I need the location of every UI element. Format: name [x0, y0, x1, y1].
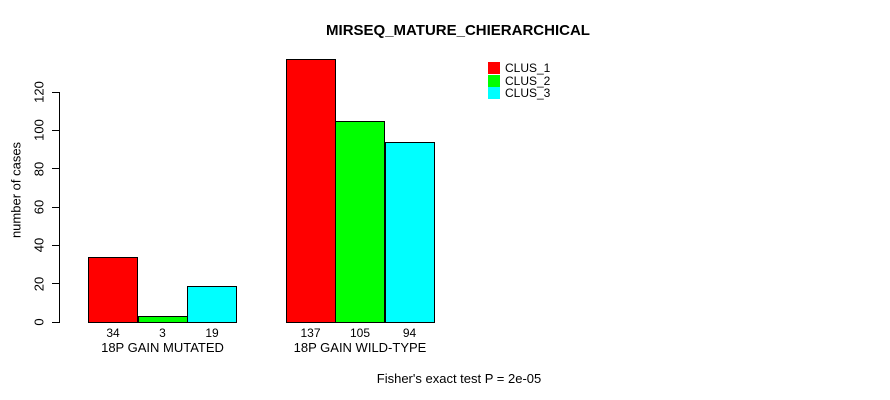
y-tick-mark [52, 283, 59, 285]
bar-value-label: 3 [159, 326, 166, 340]
legend-item-clus_1: CLUS_1 [488, 62, 550, 75]
y-tick-label: 20 [31, 276, 47, 291]
legend-swatch-clus_2 [488, 74, 500, 87]
legend-item-clus_3: CLUS_3 [488, 87, 550, 100]
y-tick-mark [52, 168, 59, 170]
y-tick-label: 0 [31, 318, 47, 326]
y-tick-label: 120 [31, 81, 47, 103]
bar-clus_1-2 [285, 59, 336, 323]
chart-title: MIRSEQ_MATURE_CHIERARCHICAL [326, 22, 590, 39]
legend-label: CLUS_1 [505, 61, 551, 76]
group-label: 18P GAIN WILD-TYPE [293, 340, 427, 355]
bar-value-label: 34 [106, 326, 120, 340]
legend-swatch-clus_1 [488, 62, 500, 75]
bar-clus_1-1 [88, 257, 138, 323]
y-tick-mark [52, 321, 59, 323]
bar-value-label: 137 [300, 326, 321, 340]
bar-value-label: 94 [402, 326, 417, 340]
y-tick-mark [52, 206, 59, 208]
y-tick-label: 40 [31, 238, 47, 253]
bar-clus_3-1 [187, 286, 237, 323]
y-tick-mark [52, 129, 59, 131]
legend: CLUS_1 CLUS_2 CLUS_3 [488, 62, 550, 100]
y-tick-label: 80 [31, 161, 47, 176]
legend-label: CLUS_2 [505, 73, 551, 88]
y-tick-mark [52, 244, 59, 246]
bar-value-label: 105 [349, 326, 371, 340]
y-tick-mark [52, 91, 59, 93]
annotation-text: Fisher's exact test P = 2e-05 [376, 371, 542, 386]
y-axis-line [59, 92, 60, 323]
y-tick-label: 60 [31, 199, 47, 215]
legend-label: CLUS_3 [505, 86, 551, 101]
group-label: 18P GAIN MUTATED [101, 340, 224, 355]
bar-clus_2-2 [335, 121, 385, 323]
bar-clus_3-2 [384, 142, 435, 323]
legend-item-clus_2: CLUS_2 [488, 73, 551, 88]
y-tick-label: 100 [31, 119, 47, 142]
bar-value-label: 19 [205, 326, 219, 340]
bar-clus_2-1 [137, 316, 188, 323]
legend-swatch-clus_3 [488, 87, 500, 100]
